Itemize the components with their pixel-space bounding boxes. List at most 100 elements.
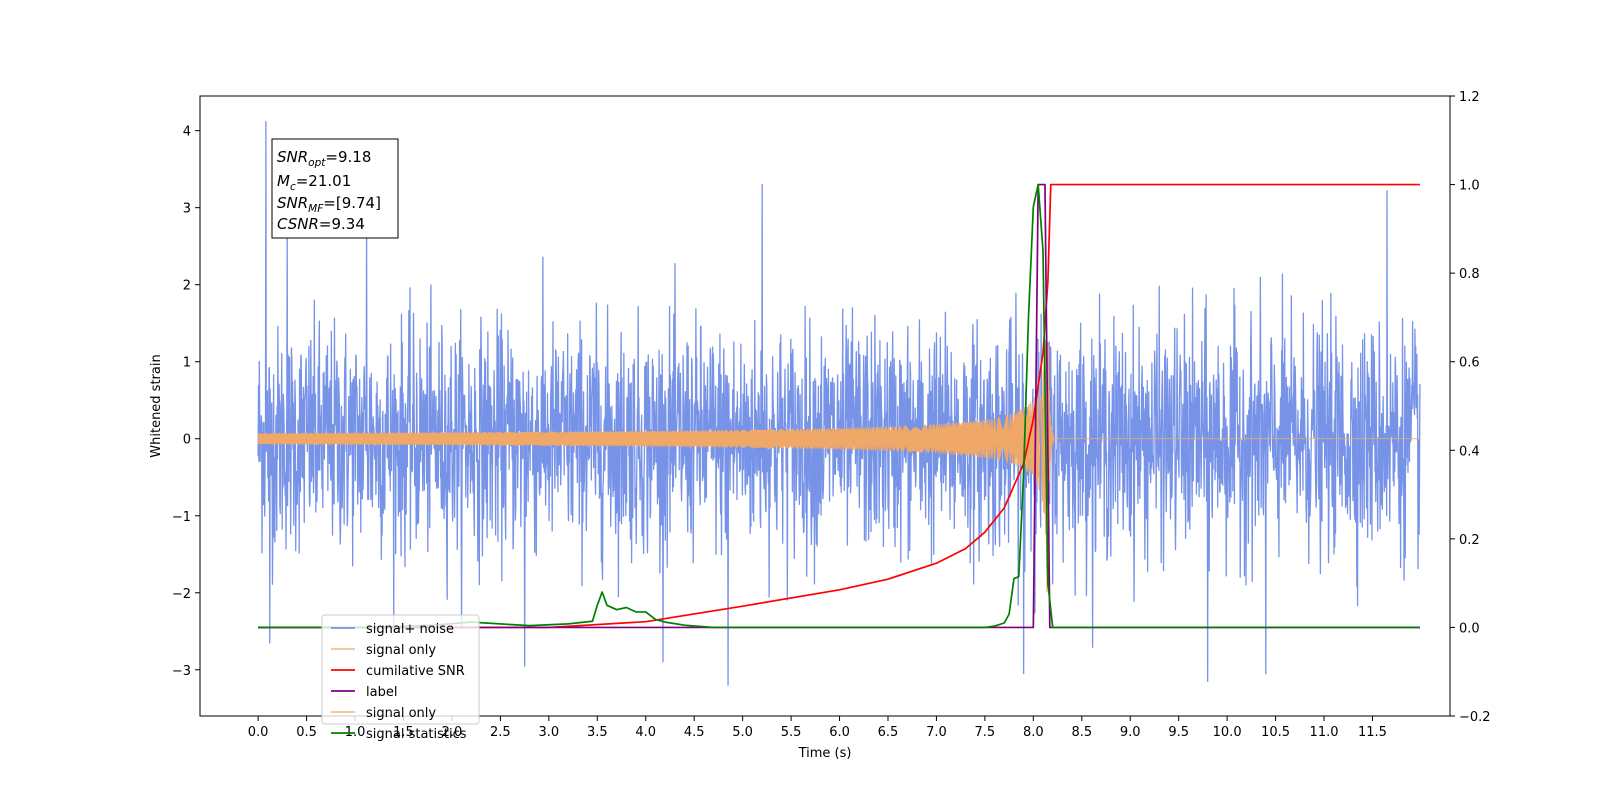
y-tick-label: −1 bbox=[172, 510, 191, 525]
x-tick: 3.5 bbox=[587, 716, 608, 740]
y-tick: −1 bbox=[172, 510, 200, 525]
x-tick-label: 10.0 bbox=[1213, 725, 1242, 740]
x-tick-label: 8.5 bbox=[1071, 725, 1092, 740]
legend: signal+ noise signal only cumilative SNR la… bbox=[321, 614, 480, 742]
y-axis-left: −3 −2 −1 0 1 2 3 4 bbox=[172, 125, 200, 679]
legend-label: signal only bbox=[366, 643, 436, 658]
series-line-2 bbox=[258, 183, 1420, 629]
x-tick-label: 6.5 bbox=[878, 725, 899, 740]
y2-tick-label: 0.0 bbox=[1459, 621, 1480, 636]
y2-tick: 0.4 bbox=[1450, 444, 1480, 459]
y2-tick: 1.2 bbox=[1450, 90, 1480, 105]
x-tick-label: 1.5 bbox=[393, 725, 414, 740]
x-tick: 8.5 bbox=[1071, 716, 1092, 740]
y-tick: 0 bbox=[183, 433, 200, 448]
x-tick: 6.0 bbox=[829, 716, 850, 740]
y-tick-label: −3 bbox=[172, 664, 191, 679]
y-tick: 2 bbox=[183, 279, 200, 294]
annotation-line: Mc=21.01 bbox=[277, 172, 351, 193]
x-tick-label: 6.0 bbox=[829, 725, 850, 740]
x-tick-label: 3.5 bbox=[587, 725, 608, 740]
y-axis-right: −0.2 0.0 0.2 0.4 0.6 0.8 1.0 1.2 bbox=[1450, 90, 1491, 725]
y-tick: −3 bbox=[172, 664, 200, 679]
y-tick: 4 bbox=[183, 125, 200, 140]
legend-label: signal+ noise bbox=[366, 622, 454, 637]
y2-tick: −0.2 bbox=[1450, 710, 1491, 725]
legend-entry: signal only bbox=[331, 706, 436, 721]
legend-entry: cumilative SNR bbox=[331, 664, 465, 679]
x-tick-label: 10.5 bbox=[1261, 725, 1290, 740]
x-tick: 6.5 bbox=[878, 716, 899, 740]
y-tick-label: 2 bbox=[183, 279, 191, 294]
y2-tick-label: 0.6 bbox=[1459, 356, 1480, 371]
x-tick-label: 9.0 bbox=[1120, 725, 1141, 740]
x-tick: 0.5 bbox=[296, 716, 317, 740]
x-tick-label: 4.5 bbox=[684, 725, 705, 740]
annotation-line: CSNR=9.34 bbox=[277, 215, 365, 233]
x-tick: 0.0 bbox=[248, 716, 269, 740]
y-tick: 3 bbox=[183, 202, 200, 217]
x-tick-label: 2.0 bbox=[442, 725, 463, 740]
x-tick: 11.0 bbox=[1310, 716, 1339, 740]
x-tick-label: 11.5 bbox=[1358, 725, 1387, 740]
y-tick-label: 1 bbox=[183, 356, 191, 371]
y-tick-label: 0 bbox=[183, 433, 191, 448]
legend-label: signal only bbox=[366, 706, 436, 721]
x-tick: 9.0 bbox=[1120, 716, 1141, 740]
x-tick: 4.0 bbox=[635, 716, 656, 740]
y-tick: −2 bbox=[172, 587, 200, 602]
x-tick-label: 9.5 bbox=[1168, 725, 1189, 740]
x-tick-label: 8.0 bbox=[1023, 725, 1044, 740]
x-axis-label: Time (s) bbox=[798, 746, 852, 761]
y2-tick-label: 0.8 bbox=[1459, 267, 1480, 282]
x-tick: 5.5 bbox=[781, 716, 802, 740]
y-tick: 1 bbox=[183, 356, 200, 371]
y-tick-label: 3 bbox=[183, 202, 191, 217]
series-line-1 bbox=[257, 339, 1421, 593]
legend-entry: signal only bbox=[331, 643, 436, 658]
y-tick-label: 4 bbox=[183, 125, 191, 140]
legend-entry: label bbox=[331, 685, 397, 700]
legend-entry: signal+ noise bbox=[331, 622, 454, 637]
y2-tick-label: 1.0 bbox=[1459, 179, 1480, 194]
x-tick-label: 5.5 bbox=[781, 725, 802, 740]
x-tick-label: 7.5 bbox=[975, 725, 996, 740]
x-axis: 0.0 0.5 1.0 1.5 2.0 2.5 3.0 3.5 4.0 4.5 5.0 5.5 6.0 6… bbox=[248, 716, 1387, 740]
x-tick: 9.5 bbox=[1168, 716, 1189, 740]
x-tick-label: 7.0 bbox=[926, 725, 947, 740]
x-tick-label: 0.5 bbox=[296, 725, 317, 740]
x-tick: 10.5 bbox=[1261, 716, 1290, 740]
y2-tick: 0.6 bbox=[1450, 356, 1480, 371]
legend-entry: signal statistics bbox=[331, 727, 467, 742]
x-tick-label: 1.0 bbox=[345, 725, 366, 740]
x-tick: 4.5 bbox=[684, 716, 705, 740]
annotation-box bbox=[271, 138, 399, 239]
x-tick-label: 2.5 bbox=[490, 725, 511, 740]
y2-tick: 1.0 bbox=[1450, 179, 1480, 194]
x-tick-label: 5.0 bbox=[732, 725, 753, 740]
x-tick-label: 0.0 bbox=[248, 725, 269, 740]
y2-tick: 0.0 bbox=[1450, 621, 1480, 636]
legend-box bbox=[321, 614, 480, 725]
x-tick-label: 3.0 bbox=[538, 725, 559, 740]
y2-tick-label: −0.2 bbox=[1459, 710, 1491, 725]
legend-label: label bbox=[366, 685, 397, 700]
legend-label: cumilative SNR bbox=[366, 664, 465, 679]
plot-frame bbox=[199, 95, 1451, 717]
x-tick: 8.0 bbox=[1023, 716, 1044, 740]
y2-tick: 0.2 bbox=[1450, 533, 1480, 548]
y-tick-label: −2 bbox=[172, 587, 191, 602]
legend-label: signal statistics bbox=[366, 727, 467, 742]
x-tick-label: 11.0 bbox=[1310, 725, 1339, 740]
annotation-line: SNRopt=9.18 bbox=[277, 148, 371, 169]
y2-tick: 0.8 bbox=[1450, 267, 1480, 282]
y2-tick-label: 0.4 bbox=[1459, 444, 1480, 459]
y-axis-label: Whitened strain bbox=[149, 354, 164, 457]
annotation-line: SNRMF=[9.74] bbox=[277, 194, 381, 215]
x-tick-label: 4.0 bbox=[635, 725, 656, 740]
x-tick: 2.5 bbox=[490, 716, 511, 740]
x-tick: 11.5 bbox=[1358, 716, 1387, 740]
series-line-0 bbox=[257, 120, 1421, 686]
